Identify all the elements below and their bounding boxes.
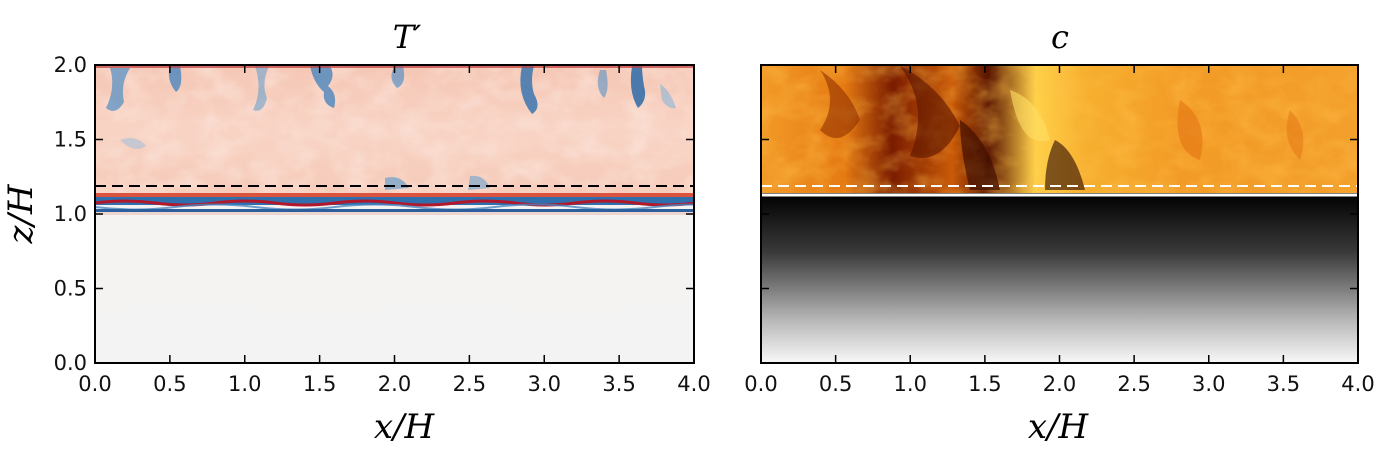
x-tick-label: 4.0: [1341, 372, 1374, 396]
x-tick-label: 1.5: [968, 372, 1001, 396]
y-tick-label: 0.5: [54, 277, 87, 301]
y-tick-label: 0.0: [54, 351, 87, 375]
left-panel-title: T′: [393, 18, 422, 56]
right-x-axis-label: x/H: [1028, 407, 1090, 447]
x-tick-label: 1.0: [228, 372, 261, 396]
y-tick-label: 2.0: [54, 53, 87, 77]
x-tick-label: 3.5: [1267, 372, 1300, 396]
ticks-left: 0.0 0.5 1.0 1.5 2.0 2.5 3.0 3.5 4.0 0.0 0.5 1.0 1.5 2…: [54, 53, 711, 396]
y-tick-label: 1.0: [54, 202, 87, 226]
x-tick-label: 0.0: [78, 372, 111, 396]
x-tick-label: 3.0: [1192, 372, 1225, 396]
x-tick-label: 1.5: [303, 372, 336, 396]
x-tick-label: 1.0: [894, 372, 927, 396]
right-panel-title: c: [1051, 18, 1069, 56]
panel-temperature-perturbation: 0.0 0.5 1.0 1.5 2.0 2.5 3.0 3.5 4.0 0.0 0.5 1.0 1.5 2…: [1, 18, 711, 447]
left-y-axis-label: z/H: [1, 183, 41, 244]
y-tick-label: 1.5: [54, 128, 87, 152]
panel-concentration: 0.0 0.5 1.0 1.5 2.0 2.5 3.0 3.5 4.0 c x/H: [744, 18, 1374, 447]
left-x-axis-label: x/H: [374, 407, 436, 447]
x-tick-label: 2.5: [453, 372, 486, 396]
x-tick-label: 2.0: [1043, 372, 1076, 396]
x-tick-label: 2.5: [1117, 372, 1150, 396]
x-tick-label: 3.0: [528, 372, 561, 396]
x-tick-label: 4.0: [677, 372, 710, 396]
heatmap-temperature-field: [95, 65, 694, 363]
x-tick-label: 0.5: [819, 372, 852, 396]
heatmap-concentration-field: [761, 65, 1358, 363]
ticks-right: 0.0 0.5 1.0 1.5 2.0 2.5 3.0 3.5 4.0: [744, 64, 1375, 396]
x-tick-label: 2.0: [378, 372, 411, 396]
x-tick-label: 3.5: [602, 372, 635, 396]
x-tick-label: 0.0: [744, 372, 777, 396]
x-tick-label: 0.5: [153, 372, 186, 396]
